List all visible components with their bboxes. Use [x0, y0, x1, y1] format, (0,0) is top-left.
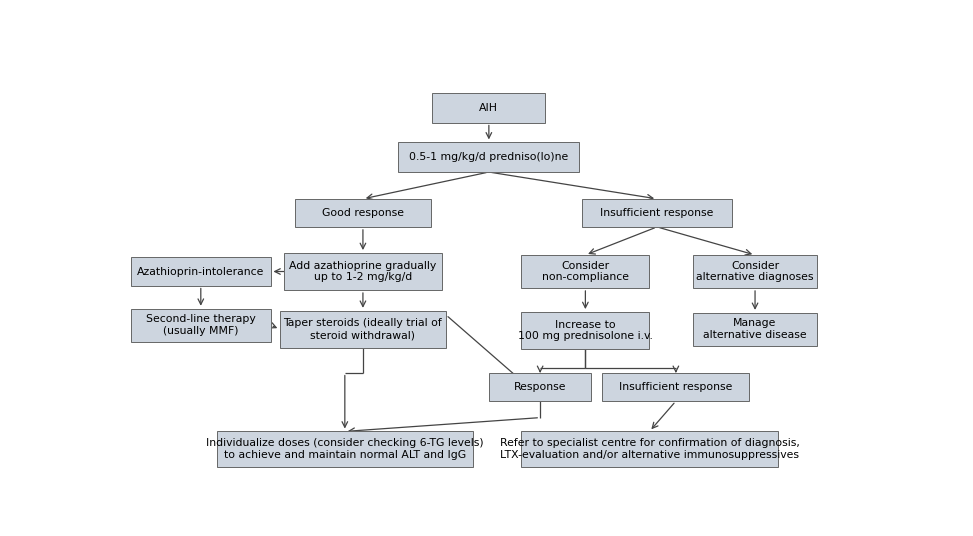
- FancyBboxPatch shape: [522, 255, 650, 288]
- Text: Individualize doses (consider checking 6-TG levels)
to achieve and maintain norm: Individualize doses (consider checking 6…: [206, 438, 484, 460]
- Text: Insufficient response: Insufficient response: [600, 208, 714, 218]
- Text: Azathioprin-intolerance: Azathioprin-intolerance: [137, 266, 265, 277]
- FancyBboxPatch shape: [398, 143, 579, 172]
- Text: Add azathioprine gradually
up to 1-2 mg/kg/d: Add azathioprine gradually up to 1-2 mg/…: [289, 260, 437, 282]
- FancyBboxPatch shape: [693, 255, 817, 288]
- Text: Increase to
100 mg prednisolone i.v.: Increase to 100 mg prednisolone i.v.: [518, 320, 653, 341]
- Text: 0.5-1 mg/kg/d predniso(lo)ne: 0.5-1 mg/kg/d predniso(lo)ne: [410, 152, 568, 162]
- Text: Response: Response: [514, 382, 566, 392]
- FancyBboxPatch shape: [280, 311, 446, 348]
- FancyBboxPatch shape: [582, 199, 733, 227]
- Text: Good response: Good response: [322, 208, 404, 218]
- Text: Manage
alternative disease: Manage alternative disease: [703, 318, 807, 340]
- Text: Consider
alternative diagnoses: Consider alternative diagnoses: [697, 260, 813, 282]
- FancyBboxPatch shape: [693, 313, 817, 346]
- Text: Refer to specialist centre for confirmation of diagnosis,
LTX-evaluation and/or : Refer to specialist centre for confirmat…: [499, 438, 800, 460]
- FancyBboxPatch shape: [295, 199, 431, 227]
- FancyBboxPatch shape: [522, 312, 650, 349]
- FancyBboxPatch shape: [602, 373, 749, 401]
- Text: Taper steroids (ideally trial of
steroid withdrawal): Taper steroids (ideally trial of steroid…: [283, 318, 443, 340]
- Text: AIH: AIH: [480, 103, 498, 113]
- Text: Insufficient response: Insufficient response: [619, 382, 733, 392]
- FancyBboxPatch shape: [284, 253, 442, 290]
- FancyBboxPatch shape: [131, 309, 270, 341]
- FancyBboxPatch shape: [217, 431, 473, 466]
- FancyBboxPatch shape: [131, 257, 270, 286]
- FancyBboxPatch shape: [489, 373, 591, 401]
- Text: Second-line therapy
(usually MMF): Second-line therapy (usually MMF): [146, 314, 256, 336]
- FancyBboxPatch shape: [432, 93, 546, 123]
- FancyBboxPatch shape: [522, 431, 777, 466]
- Text: Consider
non-compliance: Consider non-compliance: [542, 260, 629, 282]
